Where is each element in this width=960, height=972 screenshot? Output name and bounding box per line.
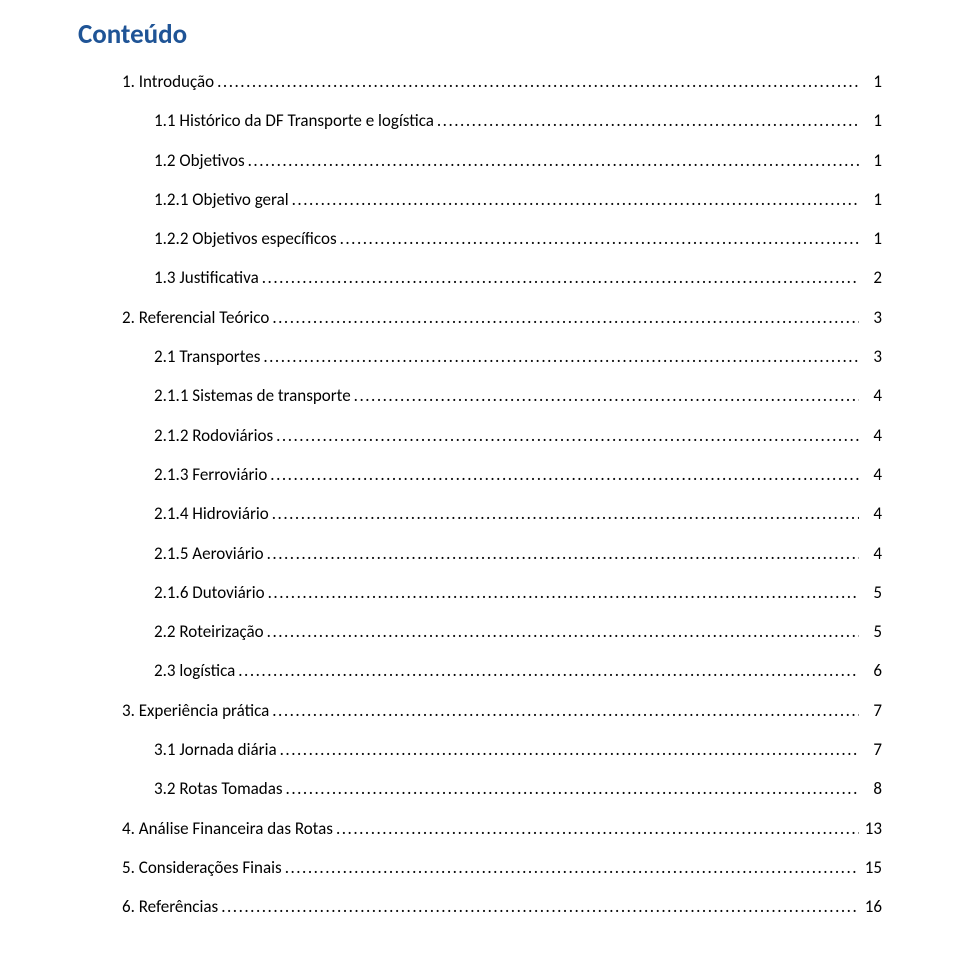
toc-leader-dots: [286, 780, 859, 797]
toc-entry-label: 3.1 Jornada diária: [154, 741, 277, 758]
toc-entry: 2.1.2 Rodoviários 4: [78, 427, 882, 444]
toc-entry-page: 2: [862, 269, 882, 286]
toc-entry: 2.1.1 Sistemas de transporte 4: [78, 387, 882, 404]
toc-leader-dots: [272, 505, 859, 522]
toc-entry-label: 1.2 Objetivos: [154, 152, 245, 169]
toc-entry-page: 16: [862, 898, 882, 915]
toc-leader-dots: [248, 152, 859, 169]
toc-leader-dots: [268, 584, 859, 601]
toc-entry: 1.3 Justificativa 2: [78, 269, 882, 286]
toc-entry-page: 1: [862, 152, 882, 169]
toc-entry-label: 3.2 Rotas Tomadas: [154, 780, 283, 797]
toc-entry-page: 4: [862, 427, 882, 444]
toc-entry-label: 2.2 Roteirização: [154, 623, 264, 640]
toc-entry-page: 1: [862, 230, 882, 247]
toc-leader-dots: [263, 348, 859, 365]
toc-entry-label: 2.1.3 Ferroviário: [154, 466, 267, 483]
toc-entry-page: 4: [862, 505, 882, 522]
toc-leader-dots: [267, 623, 859, 640]
toc-leader-dots: [272, 309, 859, 326]
toc-entry-label: 2.3 logística: [154, 662, 235, 679]
toc-leader-dots: [354, 387, 859, 404]
toc-entry-page: 1: [862, 112, 882, 129]
toc-entry: 3. Experiência prática 7: [78, 702, 882, 719]
toc-entry-page: 4: [862, 387, 882, 404]
toc-entry: 1. Introdução 1: [78, 73, 882, 90]
toc-entry-page: 13: [862, 820, 882, 837]
toc-entry: 1.1 Histórico da DF Transporte e logísti…: [78, 112, 882, 129]
toc-entry: 2.1 Transportes 3: [78, 348, 882, 365]
toc-entry-label: 2. Referencial Teórico: [122, 309, 269, 326]
toc-entry: 3.1 Jornada diária 7: [78, 741, 882, 758]
toc-entry-label: 1.3 Justificativa: [154, 269, 259, 286]
toc-entry-page: 1: [862, 191, 882, 208]
toc-entry: 1.2.2 Objetivos específicos 1: [78, 230, 882, 247]
toc-entry-label: 2.1.5 Aeroviário: [154, 545, 264, 562]
toc-entry-page: 6: [862, 662, 882, 679]
toc-leader-dots: [217, 73, 859, 90]
toc-leader-dots: [336, 820, 859, 837]
toc-leader-dots: [221, 898, 859, 915]
toc-leader-dots: [270, 466, 859, 483]
toc-entry-page: 4: [862, 545, 882, 562]
toc-entry-label: 2.1.2 Rodoviários: [154, 427, 273, 444]
toc-entry: 5. Considerações Finais 15: [78, 859, 882, 876]
toc-entry-label: 1.2.2 Objetivos específicos: [154, 230, 337, 247]
toc-entry: 6. Referências 16: [78, 898, 882, 915]
toc-leader-dots: [437, 112, 859, 129]
toc-leader-dots: [340, 230, 859, 247]
toc-entry-label: 1.2.1 Objetivo geral: [154, 191, 289, 208]
toc-leader-dots: [272, 702, 859, 719]
toc-entry: 2.1.4 Hidroviário 4: [78, 505, 882, 522]
toc-entry-label: 5. Considerações Finais: [122, 859, 282, 876]
toc-entry-page: 3: [862, 309, 882, 326]
toc-leader-dots: [292, 191, 859, 208]
toc-entry-page: 3: [862, 348, 882, 365]
toc-leader-dots: [285, 859, 859, 876]
toc-entry: 2.1.3 Ferroviário 4: [78, 466, 882, 483]
toc-entry: 1.2.1 Objetivo geral 1: [78, 191, 882, 208]
toc-leader-dots: [267, 545, 859, 562]
toc-entry-label: 2.1.4 Hidroviário: [154, 505, 269, 522]
toc-entry-label: 1. Introdução: [122, 73, 214, 90]
toc-entry: 4. Análise Financeira das Rotas 13: [78, 820, 882, 837]
toc-entry-label: 2.1 Transportes: [154, 348, 260, 365]
toc-entry: 2.1.5 Aeroviário 4: [78, 545, 882, 562]
toc-entry: 3.2 Rotas Tomadas 8: [78, 780, 882, 797]
toc-entry-label: 6. Referências: [122, 898, 218, 915]
toc-leader-dots: [238, 662, 859, 679]
toc-entry: 2.1.6 Dutoviário 5: [78, 584, 882, 601]
toc-entry: 2.2 Roteirização 5: [78, 623, 882, 640]
toc-entry-page: 8: [862, 780, 882, 797]
toc-entry: 1.2 Objetivos 1: [78, 152, 882, 169]
toc-leader-dots: [280, 741, 859, 758]
toc-entry-label: 3. Experiência prática: [122, 702, 269, 719]
toc-leader-dots: [262, 269, 859, 286]
toc-leader-dots: [276, 427, 859, 444]
toc-entry-page: 7: [862, 702, 882, 719]
toc-title: Conteúdo: [78, 18, 882, 51]
toc-entry-label: 4. Análise Financeira das Rotas: [122, 820, 333, 837]
toc-entry-page: 4: [862, 466, 882, 483]
toc-entry-page: 7: [862, 741, 882, 758]
toc-entry-label: 2.1.6 Dutoviário: [154, 584, 265, 601]
toc-entry-page: 5: [862, 584, 882, 601]
toc-list: 1. Introdução 1 1.1 Histórico da DF Trans…: [78, 73, 882, 915]
toc-entry: 2. Referencial Teórico 3: [78, 309, 882, 326]
toc-entry-page: 1: [862, 73, 882, 90]
toc-entry-page: 5: [862, 623, 882, 640]
toc-entry-page: 15: [862, 859, 882, 876]
toc-entry-label: 2.1.1 Sistemas de transporte: [154, 387, 351, 404]
toc-entry-label: 1.1 Histórico da DF Transporte e logísti…: [154, 112, 434, 129]
toc-entry: 2.3 logística 6: [78, 662, 882, 679]
